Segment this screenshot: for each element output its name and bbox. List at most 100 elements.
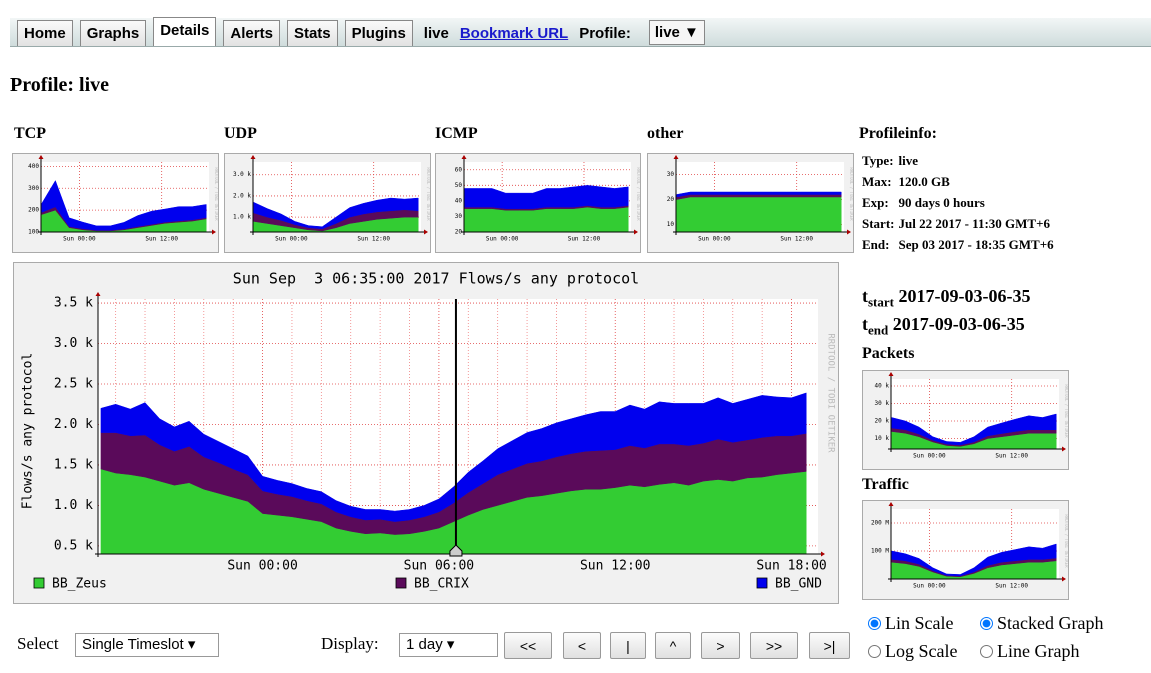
timeslot-select[interactable]: Single Timeslot ▾: [75, 633, 219, 657]
x-tick-label: Sun 00:00: [227, 559, 297, 574]
nav-tab[interactable]: Alerts: [223, 20, 280, 46]
y-tick-label: 30: [455, 213, 463, 220]
axis-arrow: [95, 292, 101, 296]
thumb-chart[interactable]: Sun 00:00 Sun 12:00 10 k 20 k 30 k 40 k RRDTOO…: [862, 370, 1069, 470]
x-tick-label: Sun 00:00: [698, 236, 731, 243]
y-tick-label: 60: [455, 166, 463, 173]
series-group: [100, 392, 807, 554]
y-tick-label: 2.5 k: [54, 377, 93, 392]
time-button[interactable]: |: [610, 632, 646, 659]
radio[interactable]: [868, 617, 881, 630]
watermark: RRDTOOL / TOBI OETIKER: [1064, 515, 1069, 569]
thumb-chart[interactable]: Sun 00:00 Sun 12:00 10 20 30 RRDTOOL / TOBI O…: [647, 153, 854, 253]
y-axis-label: Flows/s any protocol: [21, 353, 36, 510]
time-button[interactable]: <: [563, 632, 601, 659]
axis-arrow: [1062, 576, 1066, 582]
area: [676, 196, 842, 232]
thumb-title: UDP: [224, 125, 257, 142]
thumb-title: ICMP: [435, 125, 478, 142]
series-group: [891, 413, 1057, 449]
legend-label: BB_CRIX: [414, 577, 469, 592]
info-row: Type: live: [862, 150, 1058, 171]
x-tick-label: Sun 12:00: [995, 453, 1028, 460]
x-tick-label: Sun 00:00: [913, 583, 946, 590]
axis-arrow: [1062, 446, 1066, 452]
y-tick-label: 1.0 k: [54, 498, 93, 513]
info-label: Type:: [862, 152, 894, 168]
time-button[interactable]: <<: [504, 632, 552, 659]
y-tick-label: 30 k: [875, 400, 890, 407]
nav-tab[interactable]: Plugins: [344, 20, 413, 46]
t-symbol: t: [862, 286, 868, 306]
watermark: RRDTOOL / TOBI OETIKER: [1064, 385, 1069, 439]
profileinfo-table: Type: live Max: 120.0 GB Exp: 90 days 0 hours…: [862, 150, 1058, 255]
thumb-chart[interactable]: Sun 00:00 Sun 12:00 20 30 40 50 60 RRDTOOL / TO…: [435, 153, 641, 253]
radio[interactable]: [980, 617, 993, 630]
watermark: RRDTOOL / TOBI OETIKER: [849, 168, 854, 222]
nav-tab[interactable]: Home: [17, 20, 73, 46]
axis-arrow: [888, 372, 894, 376]
y-tick-label: 20: [455, 229, 463, 236]
t-symbol: t: [862, 314, 868, 334]
area: [100, 392, 807, 522]
thumb-chart[interactable]: Sun 00:00 Sun 12:00 100 200 300 400 RRDTOOL / …: [12, 153, 219, 253]
legend-swatch: [33, 577, 45, 589]
y-tick-label: 3.5 k: [54, 296, 93, 311]
x-tick-label: Sun 12:00: [780, 236, 813, 243]
area: [253, 197, 419, 230]
profile-name: live: [423, 25, 449, 42]
info-row: Start: Jul 22 2017 - 11:30 GMT+6: [862, 213, 1058, 234]
info-value: Sep 03 2017 - 18:35 GMT+6: [898, 236, 1054, 252]
info-label: End:: [862, 236, 890, 252]
series-group: [891, 543, 1057, 579]
nav-tab[interactable]: Details: [153, 17, 217, 46]
legend-label: BB_Zeus: [52, 577, 107, 592]
nav-bar: Home Graphs Details Alerts Stats Plugins live B…: [10, 17, 1151, 47]
thumb-title: other: [647, 125, 684, 142]
area: [891, 543, 1057, 577]
y-tick-label: 2.0 k: [54, 417, 93, 432]
thumb-chart[interactable]: Sun 00:00 Sun 12:00 1.0 k 2.0 k 3.0 k RRDTOOL…: [224, 153, 431, 253]
y-tick-label: 200: [28, 207, 39, 214]
time-button[interactable]: >>: [750, 632, 798, 659]
x-tick-label: Sun 12:00: [145, 236, 178, 243]
bookmark-link[interactable]: Bookmark URL: [459, 25, 569, 42]
display-label: Display:: [321, 634, 379, 653]
time-button[interactable]: ^: [655, 632, 691, 659]
axis-arrow: [461, 155, 467, 159]
t-value: 2017-09-03-06-35: [898, 286, 1031, 306]
time-button[interactable]: >: [701, 632, 740, 659]
series-group: [253, 197, 419, 232]
area: [464, 206, 629, 232]
y-tick-label: 400: [28, 163, 39, 170]
info-label: Exp:: [862, 194, 889, 210]
t-sub: start: [868, 294, 894, 310]
thumb-chart[interactable]: Sun 00:00 Sun 12:00 100 M 200 M RRDTOOL / TO…: [862, 500, 1069, 600]
watermark: RRDTOOL / TOBI OETIKER: [214, 168, 219, 222]
display-select[interactable]: 1 day ▾: [399, 633, 498, 657]
cursor-handle: [449, 544, 463, 557]
axis-arrow: [673, 155, 679, 159]
y-tick-label: 20 k: [875, 418, 890, 425]
area: [464, 185, 629, 209]
series-group: [676, 191, 842, 232]
time-button[interactable]: >|: [809, 632, 850, 659]
x-tick-label: Sun 12:00: [580, 559, 650, 574]
legend-swatch: [395, 577, 407, 589]
option: Line Graph: [980, 641, 1079, 662]
info-row: Max: 120.0 GB: [862, 171, 1058, 192]
option: Lin Scale: [868, 613, 953, 634]
nav-tab[interactable]: Graphs: [79, 20, 147, 46]
option: Stacked Graph: [980, 613, 1103, 634]
t-sub: end: [868, 322, 889, 338]
x-tick-label: Sun 06:00: [404, 559, 474, 574]
profile-select[interactable]: live ▼: [648, 20, 705, 45]
tstart: tstart 2017-09-03-06-35: [862, 286, 1030, 311]
y-tick-label: 1.5 k: [54, 457, 93, 472]
chart-title: Sun Sep 3 06:35:00 2017 Flows/s any prot…: [233, 270, 639, 288]
info-label: Start:: [862, 215, 895, 231]
radio[interactable]: [980, 645, 993, 658]
nav-tab[interactable]: Stats: [286, 20, 338, 46]
radio[interactable]: [868, 645, 881, 658]
info-row: Exp: 90 days 0 hours: [862, 192, 1058, 213]
